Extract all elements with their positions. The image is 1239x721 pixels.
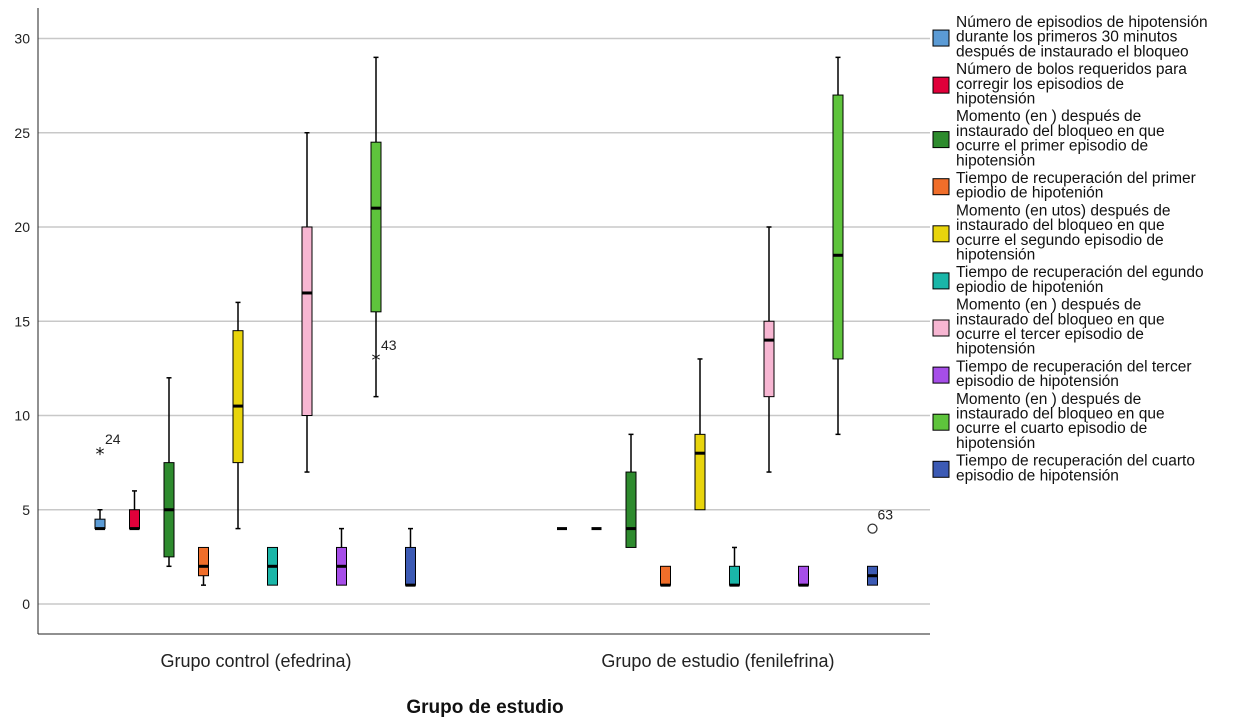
legend-label: Tiempo de recuperación del cuarto episodi… bbox=[956, 453, 1195, 485]
outlier-circle bbox=[867, 523, 878, 534]
legend-swatch bbox=[932, 29, 950, 47]
legend-swatch bbox=[932, 366, 950, 384]
box bbox=[660, 565, 671, 586]
box bbox=[198, 546, 209, 577]
x-category-label: Grupo control (efedrina) bbox=[160, 651, 351, 671]
y-tick-label: 30 bbox=[14, 31, 30, 47]
outlier-star: * bbox=[96, 444, 105, 465]
box bbox=[798, 565, 809, 586]
box bbox=[694, 433, 706, 511]
legend-label: Momento (en ) después de instaurado del b… bbox=[956, 391, 1165, 452]
y-tick-label: 15 bbox=[14, 313, 30, 329]
legend-label: Número de episodios de hipotensión durant… bbox=[956, 14, 1208, 60]
legend-swatch bbox=[932, 460, 950, 478]
y-tick-label: 20 bbox=[14, 219, 30, 235]
y-tick-label: 10 bbox=[14, 408, 30, 424]
legend-swatch bbox=[932, 413, 950, 431]
legend-swatch bbox=[932, 272, 950, 290]
box bbox=[729, 565, 740, 586]
outlier-label: 63 bbox=[878, 507, 894, 523]
outlier-star: * bbox=[372, 350, 381, 371]
box bbox=[301, 226, 313, 416]
box bbox=[405, 546, 416, 586]
box bbox=[763, 320, 775, 398]
legend-label: Número de bolos requeridos para corregir … bbox=[956, 61, 1187, 107]
x-axis-title: Grupo de estudio bbox=[406, 697, 563, 718]
legend-swatch bbox=[932, 178, 950, 196]
legend-swatch bbox=[932, 76, 950, 94]
legend-label: Momento (en ) después de instaurado del b… bbox=[956, 108, 1165, 169]
legend-label: Tiempo de recuperación del primer epiodio… bbox=[956, 170, 1196, 202]
box bbox=[129, 509, 140, 530]
y-tick-label: 25 bbox=[14, 125, 30, 141]
box bbox=[625, 471, 637, 548]
x-category-label: Grupo de estudio (fenilefrina) bbox=[601, 651, 834, 671]
legend-label: Momento (en utos) después de instaurado d… bbox=[956, 202, 1171, 263]
box bbox=[832, 94, 844, 360]
legend-label: Momento (en ) después de instaurado del b… bbox=[956, 297, 1165, 358]
legend-swatch bbox=[932, 131, 950, 149]
y-tick-label: 0 bbox=[22, 596, 30, 612]
outlier-label: 24 bbox=[105, 431, 121, 447]
box bbox=[370, 141, 382, 313]
legend-swatch bbox=[932, 319, 950, 337]
legend-swatch bbox=[932, 225, 950, 243]
outlier-label: 43 bbox=[381, 337, 397, 353]
legend-label: Tiempo de recuperación del egundo epiodio… bbox=[956, 264, 1204, 296]
legend-label: Tiempo de recuperación del tercer episodi… bbox=[956, 358, 1192, 390]
y-tick-label: 5 bbox=[22, 502, 30, 518]
box bbox=[232, 330, 244, 464]
